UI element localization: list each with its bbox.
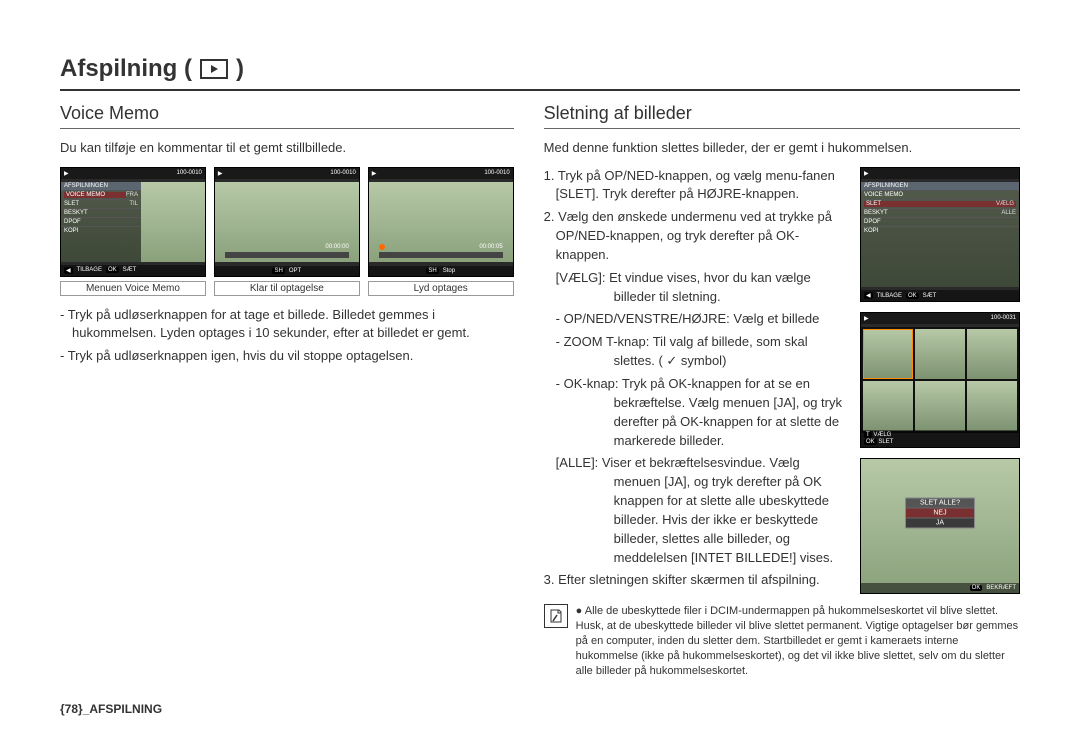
ok-button: OK (906, 293, 919, 299)
menu-row: DPOF (61, 217, 141, 226)
ok-button: OK (864, 439, 877, 445)
thumbnail (863, 381, 913, 431)
menu-row: BESKYT (61, 208, 141, 217)
right-screens: ▶ AFSPILNINGEN VOICE MEMO SLETVÆLG BESKY… (860, 167, 1020, 595)
timer-bar (379, 252, 503, 258)
bullet: - Tryk på udløserknappen igen, hvis du v… (60, 347, 514, 366)
topbar-right: 100-0010 (330, 170, 355, 177)
bottombar: ◀TILBAGE OKSÆT (861, 290, 1019, 301)
topbar-left: ▶ (218, 170, 223, 177)
back-button: ◀ (864, 292, 873, 299)
photo-preview (215, 182, 359, 262)
timer-text: 00:00:00 (325, 244, 348, 250)
substep: - OK-knap: Tryk på OK-knappen for at se … (544, 375, 850, 450)
timer-bar (225, 252, 349, 258)
topbar-left: ▶ (372, 170, 377, 177)
camera-screen-grid: ▶100-0031 T VÆLG OK SLET (860, 312, 1020, 448)
note-text: ● Alle de ubeskyttede filer i DCIM-under… (576, 604, 1020, 678)
caption: Klar til optagelse (214, 281, 360, 296)
bottombar: SHStop (369, 266, 513, 276)
menu-row: VOICE MEMO (861, 190, 1019, 199)
menu-row: BESKYTALLE (861, 208, 1019, 217)
confirm-option: NEJ (906, 507, 974, 517)
step: 2. Vælg den ønskede undermenu ved at try… (544, 208, 850, 265)
menu-row: KOPI (861, 226, 1019, 235)
ok-button: OK (106, 267, 119, 273)
thumbnail (863, 329, 913, 379)
menu-row: VOICE MEMOFRA (61, 190, 141, 199)
topbar-right: 100-0010 (484, 170, 509, 177)
page-title-row: Afspilning ( ) (60, 55, 1020, 91)
menu-row: KOPI (61, 226, 141, 235)
captions: Menuen Voice Memo Klar til optagelse Lyd… (60, 281, 514, 296)
photo-preview (369, 182, 513, 262)
thumbnail (967, 329, 1017, 379)
record-dot-icon (379, 244, 385, 250)
shutter-button: SH (272, 268, 284, 274)
right-flex: 1. Tryk på OP/NED-knappen, og vælg menu-… (544, 167, 1020, 595)
note: ● Alle de ubeskyttede filer i DCIM-under… (544, 604, 1020, 678)
ok-button: OK (970, 585, 983, 591)
menu-pane: AFSPILNINGEN VOICE MEMOFRA SLETTIL BESKY… (61, 182, 141, 262)
left-column: Voice Memo Du kan tilføje en kommentar t… (60, 103, 514, 678)
substep: [VÆLG]: Et vindue vises, hvor du kan væl… (544, 269, 850, 307)
topbar-right: 100-0031 (991, 315, 1016, 322)
substep: [ALLE]: Viser et bekræftelsesvindue. Væl… (544, 454, 850, 567)
play-icon (200, 59, 228, 79)
right-text: 1. Tryk på OP/NED-knappen, og vælg menu-… (544, 167, 850, 595)
thumbnail-grid (861, 327, 1019, 433)
back-button: ◀ (64, 267, 73, 274)
confirm-dialog: SLET ALLE? NEJ JA (905, 497, 975, 528)
substep: - OP/NED/VENSTRE/HØJRE: Vælg et billede (544, 310, 850, 329)
step: 1. Tryk på OP/NED-knappen, og vælg menu-… (544, 167, 850, 205)
note-icon (544, 604, 568, 628)
confirm-option: JA (906, 517, 974, 527)
timer-text: 00:00:05 (479, 244, 502, 250)
right-intro: Med denne funktion slettes billeder, der… (544, 139, 1020, 157)
topbar-left: ▶ (64, 170, 69, 177)
camera-screen-confirm: SLET ALLE? NEJ JA OKBEKRÆFT (860, 458, 1020, 594)
left-intro: Du kan tilføje en kommentar til et gemt … (60, 139, 514, 157)
columns: Voice Memo Du kan tilføje en kommentar t… (60, 103, 1020, 678)
bottombar: T VÆLG OK SLET (861, 430, 1019, 447)
camera-screen-recording: ▶ 100-0010 00:00:05 SHStop (368, 167, 514, 277)
page-title-suffix: ) (236, 55, 244, 83)
confirm-title: SLET ALLE? (906, 498, 974, 507)
bottombar: OKBEKRÆFT (861, 583, 1019, 593)
substep: - ZOOM T-knap: Til valg af billede, som … (544, 333, 850, 371)
left-body: - Tryk på udløserknappen for at tage et … (60, 306, 514, 367)
page-title-prefix: Afspilning ( (60, 55, 192, 83)
caption: Lyd optages (368, 281, 514, 296)
t-button: T (864, 432, 872, 438)
menu-title: AFSPILNINGEN (861, 182, 1019, 190)
thumbnail (915, 381, 965, 431)
camera-screen-menu: ▶ 100-0010 AFSPILNINGEN VOICE MEMOFRA SLE… (60, 167, 206, 277)
thumbnail (967, 381, 1017, 431)
menu-pane: AFSPILNINGEN VOICE MEMO SLETVÆLG BESKYTA… (861, 182, 1019, 288)
camera-screen-delete-menu: ▶ AFSPILNINGEN VOICE MEMO SLETVÆLG BESKY… (860, 167, 1020, 303)
bullet: - Tryk på udløserknappen for at tage et … (60, 306, 514, 344)
page-footer: {78}_AFSPILNING (60, 702, 162, 716)
menu-title: AFSPILNINGEN (61, 182, 141, 190)
thumbnail (915, 329, 965, 379)
topbar-right: 100-0010 (177, 170, 202, 177)
right-column: Sletning af billeder Med denne funktion … (544, 103, 1020, 678)
menu-row: SLETTIL (61, 199, 141, 208)
right-section-title: Sletning af billeder (544, 103, 1020, 129)
step: 3. Efter sletningen skifter skærmen til … (544, 571, 850, 590)
left-section-title: Voice Memo (60, 103, 514, 129)
menu-row: DPOF (861, 217, 1019, 226)
bottombar: ◀TILBAGE OKSÆT (61, 265, 205, 276)
left-screens: ▶ 100-0010 AFSPILNINGEN VOICE MEMOFRA SLE… (60, 167, 514, 277)
shutter-button: SH (426, 268, 438, 274)
caption: Menuen Voice Memo (60, 281, 206, 296)
bottombar: SHOPT (215, 266, 359, 276)
menu-row: SLETVÆLG (861, 199, 1019, 208)
camera-screen-ready: ▶ 100-0010 00:00:00 SHOPT (214, 167, 360, 277)
